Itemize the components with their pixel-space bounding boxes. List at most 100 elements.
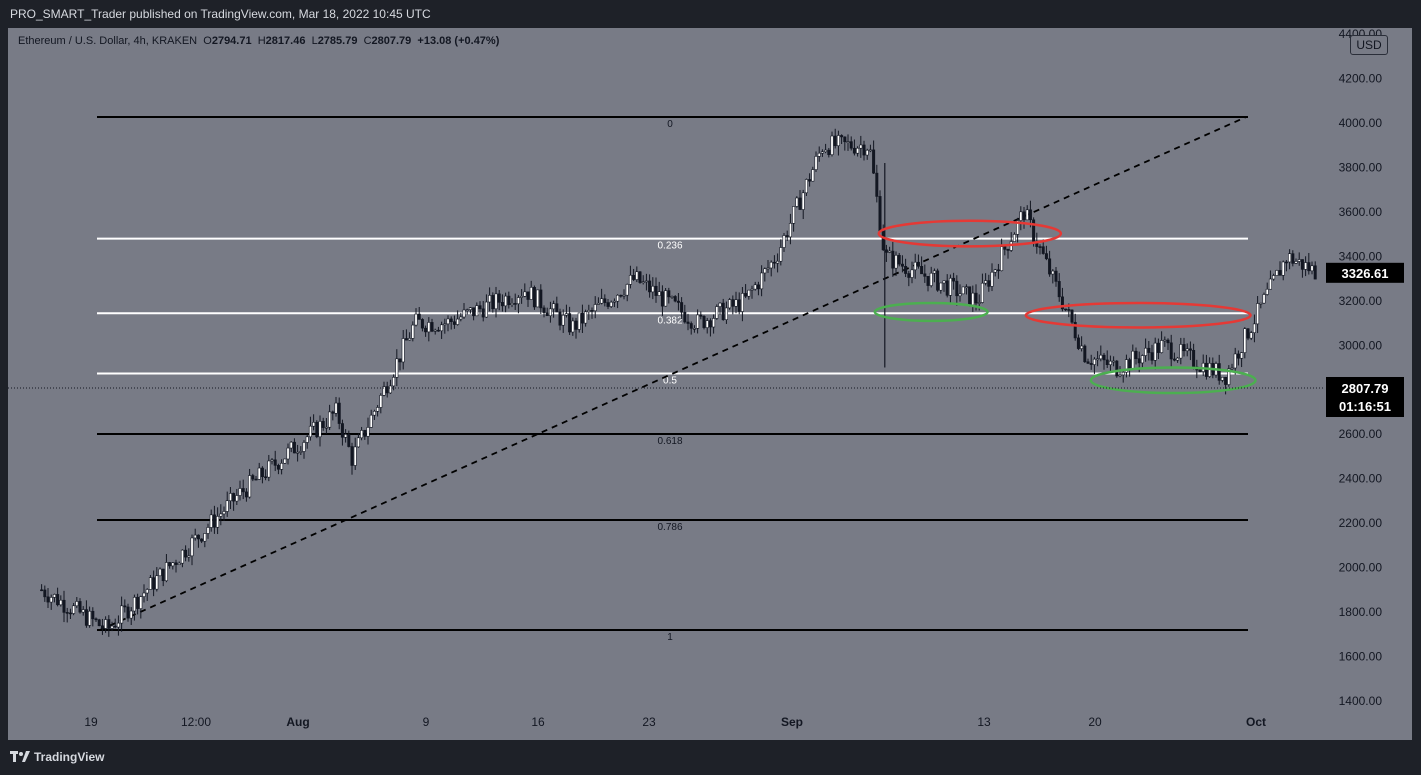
candle-body	[292, 441, 296, 454]
candle-body	[622, 294, 626, 297]
candle-body	[702, 316, 706, 328]
candle-body	[785, 235, 789, 238]
candle-body	[465, 309, 469, 311]
candle-body	[824, 149, 828, 153]
dashed-trend-line[interactable]	[99, 116, 1247, 631]
candle-body	[443, 323, 447, 326]
price-chart[interactable]: 0 0.236 0.382 0.5 0.618 0.786 1 1400.00 1600.00…	[8, 28, 1412, 740]
candle-body	[1124, 359, 1128, 373]
candle-body	[356, 437, 360, 448]
symbol-name: Ethereum / U.S. Dollar, 4h, KRAKEN	[18, 35, 198, 47]
candle-body	[756, 284, 760, 290]
candle-body	[872, 149, 876, 174]
candle-body	[1022, 211, 1026, 221]
candle-body	[264, 476, 268, 479]
price-axis[interactable]: 1400.00 1600.00 1800.00 2000.00 2200.00 2400.…	[1339, 28, 1383, 708]
candle-body	[209, 514, 213, 528]
candle-body	[203, 533, 207, 542]
candle-body	[1070, 309, 1074, 323]
candle-body	[142, 592, 146, 597]
candle-body	[78, 601, 82, 613]
candle-body	[488, 295, 492, 303]
candles	[40, 128, 1317, 637]
candle-body	[225, 500, 229, 512]
red-resistance-zone[interactable]	[877, 219, 1063, 248]
candle-body	[1259, 302, 1263, 305]
candle-body	[811, 169, 815, 182]
tradingview-logo[interactable]: TradingView	[10, 750, 104, 764]
candle-body	[1003, 246, 1007, 250]
candle-body	[148, 577, 152, 590]
candle-body	[532, 287, 536, 308]
candle-body	[1224, 376, 1228, 385]
candle-body	[91, 610, 95, 620]
candle-body	[840, 135, 844, 138]
candle-body	[926, 276, 930, 286]
candle-body	[859, 144, 863, 149]
price-tick-label: 3400.00	[1339, 249, 1383, 263]
candle-body	[606, 302, 610, 307]
candle-body	[760, 272, 764, 290]
candle-body	[75, 601, 79, 607]
candle-body	[625, 284, 629, 296]
candle-body	[52, 594, 56, 598]
candle-body	[62, 599, 66, 613]
green-support-zone[interactable]	[873, 301, 989, 323]
time-axis[interactable]: 19 12:00 Aug 9 16 23 Sep 13 20 Oct	[84, 715, 1266, 729]
candle-body	[123, 605, 127, 608]
candle-body	[129, 610, 133, 619]
fib-level-label: 0.236	[657, 241, 682, 252]
red-resistance-zone[interactable]	[1024, 301, 1252, 329]
candle-body	[305, 436, 309, 443]
candle-body	[564, 313, 568, 316]
candle-body	[433, 329, 437, 332]
candle-body	[980, 282, 984, 303]
annotations[interactable]	[873, 219, 1257, 395]
candle-body	[312, 422, 316, 427]
candle-body	[388, 385, 392, 394]
candle-body	[200, 538, 204, 542]
candle-body	[1012, 234, 1016, 242]
last-price-text: 3326.61	[1342, 266, 1389, 281]
candle-body	[456, 318, 460, 325]
symbol-legend: Ethereum / U.S. Dollar, 4h, KRAKEN O2794…	[18, 35, 499, 47]
candle-body	[616, 294, 620, 302]
candle-body	[491, 295, 495, 310]
candle-body	[155, 575, 159, 590]
candle-body	[1252, 323, 1256, 333]
trend-line[interactable]	[99, 116, 1247, 631]
candle-body	[337, 402, 341, 424]
candle-body	[1096, 358, 1100, 361]
candle-body	[740, 293, 744, 312]
candle-body	[852, 147, 856, 154]
candle-body	[1268, 278, 1272, 290]
candle-body	[932, 270, 936, 274]
chart-area[interactable]: 0 0.236 0.382 0.5 0.618 0.786 1 1400.00 1600.00…	[8, 28, 1412, 740]
candle-body	[1051, 270, 1055, 275]
candle-body	[280, 462, 284, 470]
candle-body	[916, 261, 920, 267]
candle-body	[648, 280, 652, 293]
candle-body	[689, 323, 693, 329]
candle-body	[731, 299, 735, 307]
candle-body	[392, 377, 396, 387]
candle-body	[548, 308, 552, 317]
candle-body	[708, 320, 712, 328]
candle-body	[190, 537, 194, 557]
candle-body	[321, 421, 325, 428]
currency-button[interactable]: USD	[1350, 35, 1388, 55]
brand-name: TradingView	[34, 750, 105, 764]
candle-body	[1044, 253, 1048, 260]
fib-level-label: 0.618	[657, 436, 682, 447]
candle-body	[1006, 249, 1010, 251]
candle-body	[776, 260, 780, 264]
candle-body	[667, 290, 671, 298]
candle-body	[497, 293, 501, 303]
candle-body	[100, 625, 104, 629]
price-tick-label: 4200.00	[1339, 72, 1383, 86]
price-tick-label: 2200.00	[1339, 516, 1383, 530]
fibonacci-retracement[interactable]: 0 0.236 0.382 0.5 0.618 0.786 1	[97, 116, 1248, 643]
candle-body	[1313, 265, 1317, 280]
green-support-zone[interactable]	[1089, 366, 1257, 395]
candle-body	[1019, 211, 1023, 221]
